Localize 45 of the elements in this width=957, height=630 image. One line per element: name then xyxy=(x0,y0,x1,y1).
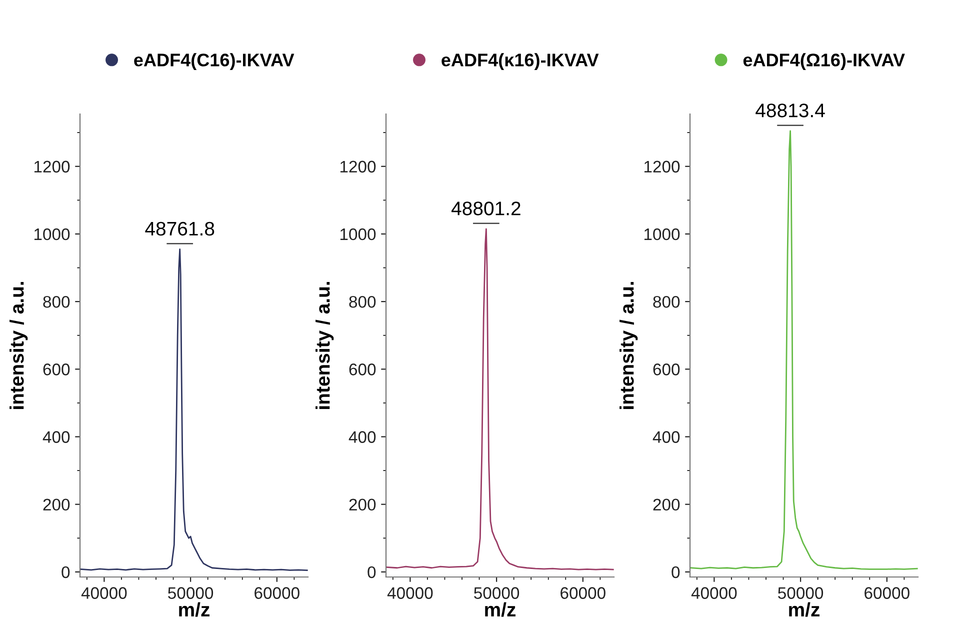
y-axis-title: intensity / a.u. xyxy=(10,282,28,409)
legend-label: eADF4(κ16)-IKVAV xyxy=(442,53,599,70)
y-tick-label: 1000 xyxy=(34,228,70,240)
y-tick-label: 600 xyxy=(349,364,376,376)
y-tick-label: 600 xyxy=(43,364,70,376)
y-tick-label: 400 xyxy=(42,431,70,443)
x-tick-label: 60000 xyxy=(560,587,606,599)
y-tick-label: 800 xyxy=(43,296,70,308)
y-tick-label: 800 xyxy=(349,296,376,308)
x-axis-title: m/z xyxy=(485,602,516,617)
x-axis-title: m/z xyxy=(789,602,820,617)
annotation: 48813.4 xyxy=(756,104,825,118)
y-tick-label: 1200 xyxy=(644,160,680,173)
x-tick-label: 50000 xyxy=(778,587,824,599)
y-tick-label: 200 xyxy=(653,498,680,511)
y-tick-label: 800 xyxy=(653,296,680,308)
x-tick-label: 60000 xyxy=(864,587,910,599)
x-tick-label: 40000 xyxy=(81,587,127,599)
y-tick-label: 400 xyxy=(652,431,680,443)
y-tick-label: 0 xyxy=(62,566,70,578)
y-tick-label: 0 xyxy=(368,566,376,578)
annotation: 48761.8 xyxy=(145,222,214,236)
x-tick-label: 50000 xyxy=(474,587,520,599)
x-tick-label: 50000 xyxy=(168,587,214,599)
y-axis-title: intensity / a.u. xyxy=(620,282,638,409)
x-tick-label: 40000 xyxy=(691,587,737,599)
y-tick-label: 200 xyxy=(43,498,70,511)
y-tick-label: 600 xyxy=(653,364,680,376)
x-tick-label: 40000 xyxy=(387,587,433,599)
y-tick-label: 200 xyxy=(349,498,376,511)
y-tick-label: 1200 xyxy=(34,160,70,173)
y-tick-label: 1000 xyxy=(340,228,376,240)
x-axis-title: m/z xyxy=(179,602,210,617)
annotation: 48801.2 xyxy=(451,202,520,216)
y-tick-label: 1200 xyxy=(340,160,376,173)
y-tick-label: 0 xyxy=(672,566,680,578)
line-series xyxy=(690,130,918,570)
y-tick-label: 400 xyxy=(348,431,376,443)
legend-label: eADF4(Ω16)-IKVAV xyxy=(743,53,905,70)
line-series xyxy=(386,228,614,570)
y-tick-label: 1000 xyxy=(644,228,680,240)
line-series xyxy=(80,248,308,571)
x-tick-label: 60000 xyxy=(254,587,300,599)
legend-label: eADF4(C16)-IKVAV xyxy=(134,53,294,70)
y-axis-title: intensity / a.u. xyxy=(316,282,334,409)
